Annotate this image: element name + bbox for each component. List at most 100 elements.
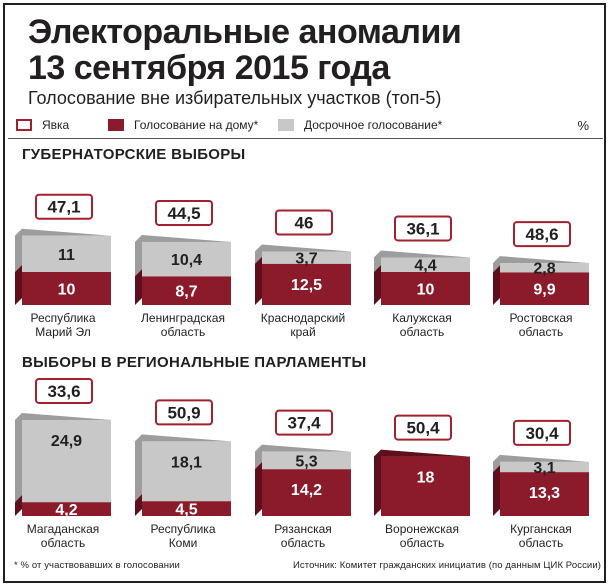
turnout-value-label: 44,5 bbox=[167, 204, 200, 223]
home-bar bbox=[142, 276, 231, 305]
section-title-governors: ГУБЕРНАТОРСКИЕ ВЫБОРЫ bbox=[22, 146, 246, 163]
early-value-label: 10,4 bbox=[171, 252, 202, 269]
turnout-box bbox=[394, 215, 452, 242]
legend: Явка Голосование на дому* Досрочное голо… bbox=[8, 112, 603, 139]
turnout-value-label: 46 bbox=[295, 214, 314, 233]
turnout-box bbox=[394, 414, 452, 441]
home-bar-side bbox=[255, 256, 262, 305]
section-title-parliaments: ВЫБОРЫ В РЕГИОНАЛЬНЫЕ ПАРЛАМЕНТЫ bbox=[22, 354, 367, 371]
early-bar bbox=[262, 451, 351, 470]
home-bar bbox=[142, 501, 231, 516]
early-bar bbox=[381, 257, 470, 272]
home-value-label: 10 bbox=[417, 282, 435, 299]
early-value-label: 4,4 bbox=[414, 258, 436, 275]
home-bar-side bbox=[493, 465, 500, 516]
early-value-label: 11 bbox=[58, 247, 75, 264]
bar-top bbox=[493, 454, 589, 462]
home-bar-side bbox=[255, 462, 262, 516]
category-label: область bbox=[161, 325, 205, 339]
home-value-label: 8,7 bbox=[175, 284, 197, 301]
bar-top bbox=[493, 256, 589, 264]
home-value-label: 14,2 bbox=[291, 482, 322, 499]
home-bar bbox=[500, 472, 589, 516]
turnout-value-label: 33,6 bbox=[47, 382, 80, 401]
turnout-box bbox=[275, 209, 333, 236]
turnout-value-label: 50,9 bbox=[167, 403, 200, 422]
early-bar bbox=[500, 461, 589, 473]
early-bar bbox=[500, 263, 589, 273]
category-label: Курганская bbox=[510, 522, 572, 536]
page-subtitle: Голосование вне избирательных участков (… bbox=[28, 88, 442, 108]
bar-top bbox=[15, 412, 111, 420]
early-bar bbox=[22, 419, 111, 503]
home-bar-side bbox=[493, 265, 500, 305]
home-bar bbox=[381, 272, 470, 305]
bar-top bbox=[135, 234, 231, 242]
category-label: Республика bbox=[150, 522, 215, 536]
turnout-value-label: 36,1 bbox=[406, 219, 439, 238]
home-bar bbox=[500, 272, 589, 305]
home-bar-side bbox=[135, 494, 142, 516]
early-bar-side bbox=[135, 234, 142, 277]
early-value-label: 5,3 bbox=[295, 453, 317, 470]
early-bar bbox=[262, 251, 351, 264]
turnout-box bbox=[513, 419, 571, 446]
category-label: край bbox=[290, 325, 315, 339]
turnout-box bbox=[275, 409, 333, 436]
home-bar bbox=[22, 502, 111, 516]
page-title: Электоральные аномалии bbox=[28, 13, 462, 51]
home-bar-side bbox=[135, 269, 142, 305]
early-value-label: 3,1 bbox=[533, 460, 555, 477]
bar-top bbox=[15, 228, 111, 236]
category-label: Марий Эл bbox=[35, 325, 90, 339]
legend-item-home: Голосование на дому* bbox=[108, 118, 258, 132]
early-value-label: 18,1 bbox=[171, 454, 202, 471]
category-label: Ленинградская bbox=[141, 311, 225, 325]
category-label: Калужская bbox=[392, 311, 452, 325]
category-label: область bbox=[41, 536, 85, 550]
home-value-label: 4,5 bbox=[175, 502, 197, 519]
early-bar bbox=[22, 235, 111, 272]
turnout-box bbox=[513, 221, 571, 248]
home-bar bbox=[262, 263, 351, 305]
turnout-box bbox=[35, 193, 93, 220]
category-label: область bbox=[519, 325, 563, 339]
home-value-label: 10 bbox=[58, 282, 76, 299]
bar-top bbox=[255, 244, 351, 252]
early-bar bbox=[142, 241, 231, 277]
legend-item-early: Досрочное голосование* bbox=[278, 118, 442, 132]
turnout-box bbox=[155, 199, 213, 226]
category-label: область bbox=[400, 536, 444, 550]
legend-item-turnout: Явка bbox=[16, 118, 69, 132]
footer-source: Источник: Комитет гражданских инициатив … bbox=[292, 560, 601, 571]
early-bar-side bbox=[15, 228, 22, 272]
category-label: Магаданская bbox=[27, 522, 100, 536]
legend-label-turnout: Явка bbox=[42, 118, 70, 132]
early-swatch bbox=[278, 119, 294, 131]
legend-label-home: Голосование на дому* bbox=[134, 118, 259, 132]
turnout-swatch bbox=[16, 119, 32, 131]
early-value-label: 3,7 bbox=[295, 251, 317, 268]
category-label: Коми bbox=[169, 536, 198, 550]
early-bar-side bbox=[15, 412, 22, 503]
category-label: область bbox=[519, 536, 563, 550]
early-value-label: 2,8 bbox=[533, 261, 555, 278]
home-bar-side bbox=[15, 265, 22, 305]
home-value-label: 4,2 bbox=[55, 502, 77, 519]
legend-unit: % bbox=[577, 118, 589, 133]
page-title-date: 13 сентября 2015 года bbox=[28, 49, 390, 87]
category-label: область bbox=[400, 325, 444, 339]
turnout-value-label: 48,6 bbox=[525, 225, 558, 244]
turnout-value-label: 37,4 bbox=[287, 414, 321, 433]
chart-frame bbox=[3, 3, 606, 583]
bar-top bbox=[374, 250, 470, 258]
turnout-box bbox=[35, 377, 93, 404]
category-label: Воронежская bbox=[385, 522, 459, 536]
category-label: область bbox=[281, 536, 325, 550]
home-value-label: 12,5 bbox=[291, 277, 322, 294]
home-swatch bbox=[108, 119, 124, 131]
turnout-box bbox=[155, 399, 213, 426]
turnout-value-label: 30,4 bbox=[525, 424, 559, 443]
category-label: Республика bbox=[30, 311, 95, 325]
home-value-label: 13,3 bbox=[529, 485, 560, 502]
